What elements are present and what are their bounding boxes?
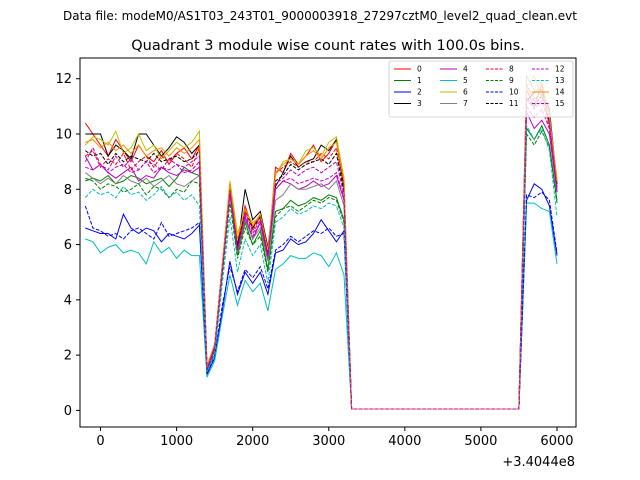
x-tick-label: 6000 [540,434,573,449]
y-tick-label: 12 [55,72,72,87]
chart-title: Quadrant 3 module wise count rates with … [131,38,525,54]
legend-label-4: 4 [463,65,468,74]
y-tick-label: 0 [64,404,72,419]
x-tick-label: 0 [96,434,104,449]
legend-frame [388,60,574,118]
x-axis: 0 1000 2000 3000 4000 5000 6000 [96,427,574,449]
x-tick-label: 4000 [388,434,421,449]
legend-label-1: 1 [417,76,422,85]
legend-label-6: 6 [463,88,468,97]
legend-label-5: 5 [463,76,468,85]
x-tick-label: 1000 [160,434,193,449]
y-tick-label: 4 [64,293,72,308]
x-tick-label: 2000 [236,434,269,449]
legend-label-10: 10 [509,88,519,97]
legend-label-12: 12 [555,65,565,74]
y-tick-label: 2 [64,349,72,364]
plot-area [79,57,577,428]
legend-label-11: 11 [509,99,519,108]
legend-label-2: 2 [417,88,422,97]
legend-label-3: 3 [417,99,422,108]
y-tick-label: 10 [55,128,72,143]
y-tick-label: 6 [64,238,72,253]
series-line-15 [84,96,558,410]
x-offset-label: +3.4044e8 [502,455,575,470]
legend-label-7: 7 [463,99,468,108]
x-tick-label: 3000 [312,434,345,449]
legend-label-14: 14 [555,88,565,97]
legend-label-8: 8 [509,65,514,74]
x-tick-label: 5000 [464,434,497,449]
legend-label-15: 15 [555,99,565,108]
y-axis: 0 2 4 6 8 10 12 [55,72,80,419]
datafile-label: Data file: modeM0/AS1T03_243T01_90000039… [63,9,577,23]
y-tick-label: 8 [64,183,72,198]
legend-label-0: 0 [417,65,422,74]
legend-label-9: 9 [509,76,514,85]
legend-label-13: 13 [555,76,565,85]
plot-frame [79,57,577,428]
